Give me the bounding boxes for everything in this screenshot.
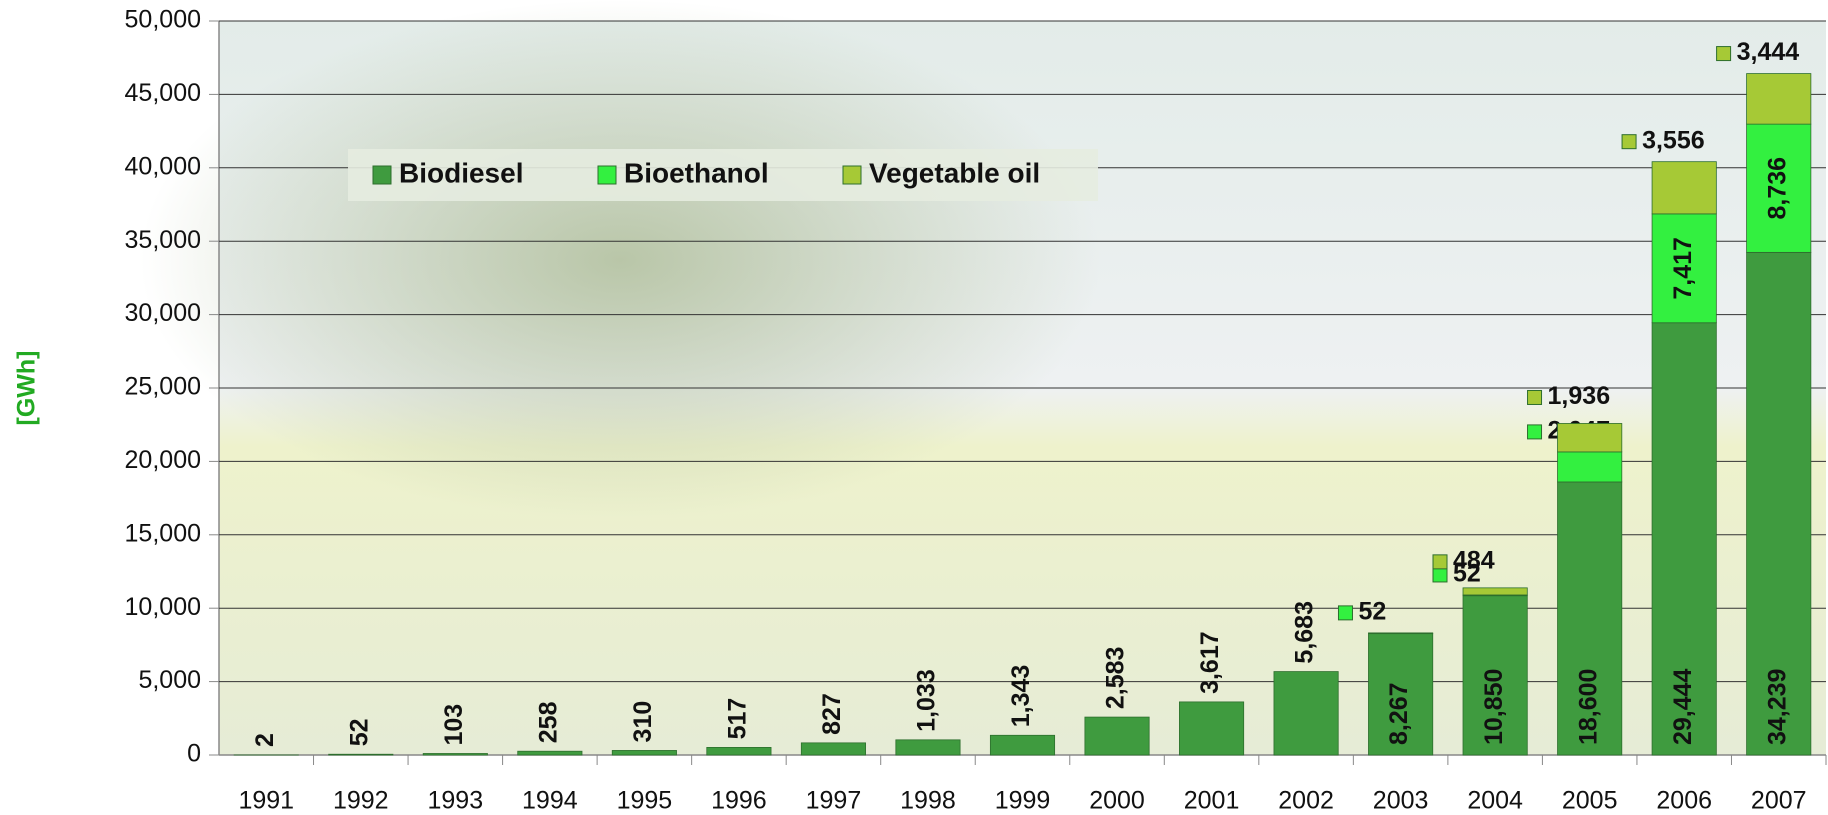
- label-marker: [1527, 424, 1543, 440]
- bar-segment: [1746, 73, 1812, 125]
- bar-segment: [422, 753, 488, 756]
- x-tick-label: 1993: [428, 787, 484, 815]
- data-label: 1,033: [913, 669, 941, 732]
- x-tick-label: 2003: [1373, 787, 1429, 815]
- x-tick-label: 2000: [1089, 787, 1145, 815]
- label-marker: [1527, 389, 1543, 405]
- legend-swatch: [842, 165, 862, 185]
- x-tick-label: 2007: [1751, 787, 1807, 815]
- data-label: 3,556: [1642, 126, 1705, 154]
- data-label: 2: [251, 733, 279, 747]
- x-tick-label: 2001: [1184, 787, 1240, 815]
- legend-background: [348, 149, 1098, 201]
- y-tick-label: 5,000: [138, 666, 201, 694]
- legend-label: Vegetable oil: [869, 157, 1040, 188]
- bar-segment: [611, 750, 677, 756]
- label-marker: [1716, 46, 1732, 62]
- bar-segment: [800, 742, 866, 756]
- legend: Biodiesel Bioethanol Vegetable oil: [348, 149, 1098, 201]
- bar-segment: [1084, 716, 1150, 756]
- data-label: 8,267: [1385, 682, 1413, 745]
- x-tick-label: 1995: [617, 787, 673, 815]
- y-tick-label: 0: [187, 740, 201, 768]
- bar-segment: [1557, 481, 1623, 756]
- data-label: 1,343: [1007, 665, 1035, 728]
- y-axis-label: [GWh]: [13, 351, 41, 426]
- x-tick-label: 2006: [1656, 787, 1712, 815]
- data-label: 3,617: [1196, 631, 1224, 694]
- data-label: 258: [534, 701, 562, 743]
- data-label: 3,444: [1737, 38, 1800, 66]
- x-tick-label: 2004: [1467, 787, 1523, 815]
- data-label: 517: [724, 698, 752, 740]
- data-label: 34,239: [1763, 669, 1791, 745]
- bar-segment: [1557, 451, 1623, 483]
- x-tick-label: 1991: [238, 787, 294, 815]
- data-label: 52: [345, 718, 373, 746]
- y-tick-label: 50,000: [125, 6, 201, 34]
- data-label: 52: [1358, 597, 1386, 625]
- data-label: 484: [1453, 546, 1495, 574]
- data-label: 310: [629, 701, 657, 743]
- bar-segment: [1462, 587, 1528, 596]
- bar-segment: [1557, 423, 1623, 453]
- bar-segment: [1651, 161, 1717, 215]
- x-tick-label: 1994: [522, 787, 578, 815]
- bar-segment: [1651, 322, 1717, 756]
- data-label: 18,600: [1574, 669, 1602, 745]
- bar-segment: [706, 747, 772, 756]
- x-tick-label: 1998: [900, 787, 956, 815]
- label-marker: [1432, 567, 1448, 583]
- bar-segment: [1179, 701, 1245, 756]
- bar-segment: [1746, 123, 1812, 253]
- data-label: 5,683: [1291, 601, 1319, 664]
- bar-segment: [989, 734, 1056, 756]
- legend-swatch: [597, 165, 617, 185]
- y-tick-label: 30,000: [125, 299, 201, 327]
- legend-label: Biodiesel: [399, 157, 523, 188]
- legend-label: Bioethanol: [624, 157, 769, 188]
- data-label: 8,736: [1763, 157, 1791, 220]
- y-tick-label: 15,000: [125, 519, 201, 547]
- x-tick-label: 2002: [1278, 787, 1334, 815]
- data-label: 1,936: [1548, 382, 1611, 410]
- bar-segment: [328, 753, 394, 756]
- data-label: 2,583: [1102, 647, 1130, 710]
- y-tick-label: 25,000: [125, 373, 201, 401]
- y-tick-label: 10,000: [125, 593, 201, 621]
- y-tick-label: 40,000: [125, 152, 201, 180]
- y-tick-label: 20,000: [125, 446, 201, 474]
- data-label: 52: [1453, 560, 1481, 588]
- x-tick-label: 2005: [1562, 787, 1618, 815]
- bar-segment: [517, 750, 583, 756]
- background-tree: [140, 0, 1100, 520]
- data-label: 103: [440, 704, 468, 746]
- bar-segment: [1651, 213, 1717, 324]
- y-tick-label: 35,000: [125, 226, 201, 254]
- y-tick-label: 45,000: [125, 79, 201, 107]
- bar-segment: [1368, 633, 1434, 756]
- label-marker: [1337, 605, 1353, 621]
- bar-segment: [1746, 251, 1812, 756]
- legend-swatch: [372, 165, 392, 185]
- bar-segment: [1368, 632, 1434, 635]
- data-label: 827: [818, 693, 846, 735]
- x-tick-label: 1997: [806, 787, 862, 815]
- data-label: 29,444: [1669, 668, 1697, 745]
- label-marker: [1621, 134, 1637, 150]
- bar-segment: [1273, 671, 1339, 756]
- bars: 2 52 103 258 310 517 827 1,033 1,343 2,583 3,617 5,…: [233, 38, 1812, 756]
- x-tick-label: 1999: [995, 787, 1051, 815]
- bar-segment: [895, 739, 961, 756]
- data-label: 10,850: [1480, 669, 1508, 745]
- bar-segment: [1462, 595, 1528, 756]
- x-tick-label: 1996: [711, 787, 767, 815]
- label-marker: [1432, 554, 1448, 570]
- data-label: 7,417: [1669, 237, 1697, 300]
- x-tick-label: 1992: [333, 787, 389, 815]
